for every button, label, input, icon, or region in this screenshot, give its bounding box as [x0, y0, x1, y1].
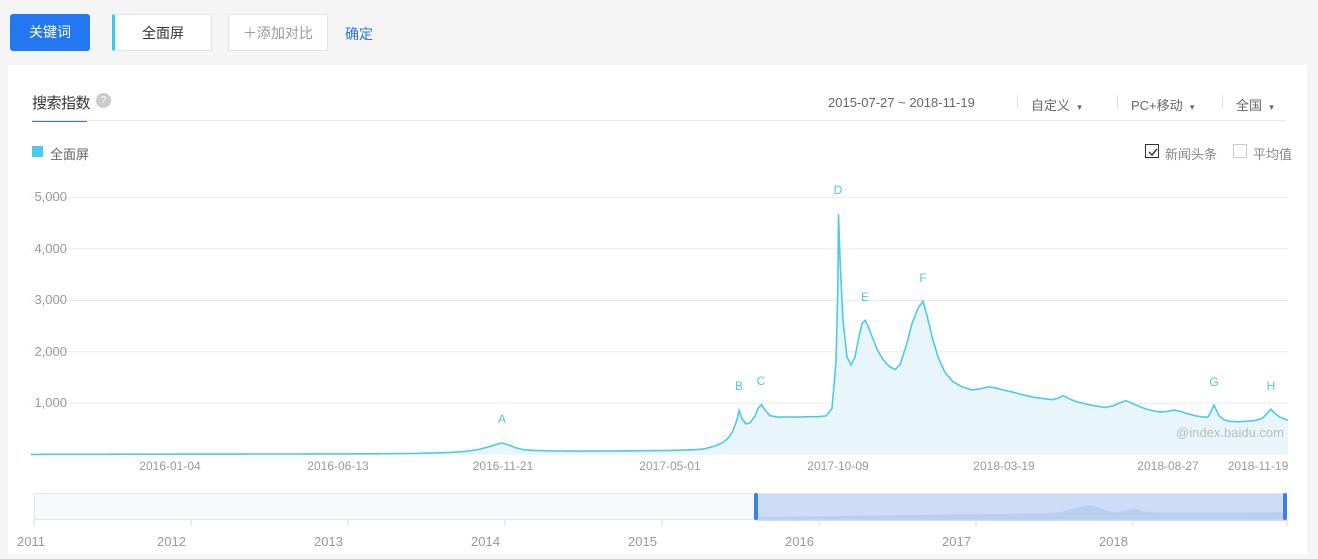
svg-text:2017-10-09: 2017-10-09	[807, 459, 869, 473]
svg-text:1,000: 1,000	[34, 395, 67, 410]
svg-text:4,000: 4,000	[34, 241, 67, 256]
svg-text:C: C	[757, 374, 766, 388]
svg-text:2018-08-27: 2018-08-27	[1137, 459, 1199, 473]
svg-text:2016-01-04: 2016-01-04	[139, 459, 201, 473]
svg-text:3,000: 3,000	[34, 292, 67, 307]
svg-text:5,000: 5,000	[34, 189, 67, 204]
svg-text:H: H	[1267, 379, 1276, 393]
svg-text:2018-11-19: 2018-11-19	[1228, 459, 1289, 473]
svg-text:@index.baidu.com: @index.baidu.com	[1176, 425, 1284, 440]
svg-text:D: D	[834, 183, 843, 197]
svg-text:B: B	[735, 379, 743, 393]
svg-text:F: F	[919, 271, 926, 285]
svg-text:2,000: 2,000	[34, 344, 67, 359]
svg-text:A: A	[498, 412, 506, 426]
svg-text:2016-06-13: 2016-06-13	[307, 459, 369, 473]
svg-text:2018-03-19: 2018-03-19	[973, 459, 1035, 473]
svg-text:E: E	[861, 290, 869, 304]
svg-text:2017-05-01: 2017-05-01	[639, 459, 701, 473]
svg-text:G: G	[1209, 375, 1218, 389]
svg-text:2016-11-21: 2016-11-21	[473, 459, 534, 473]
